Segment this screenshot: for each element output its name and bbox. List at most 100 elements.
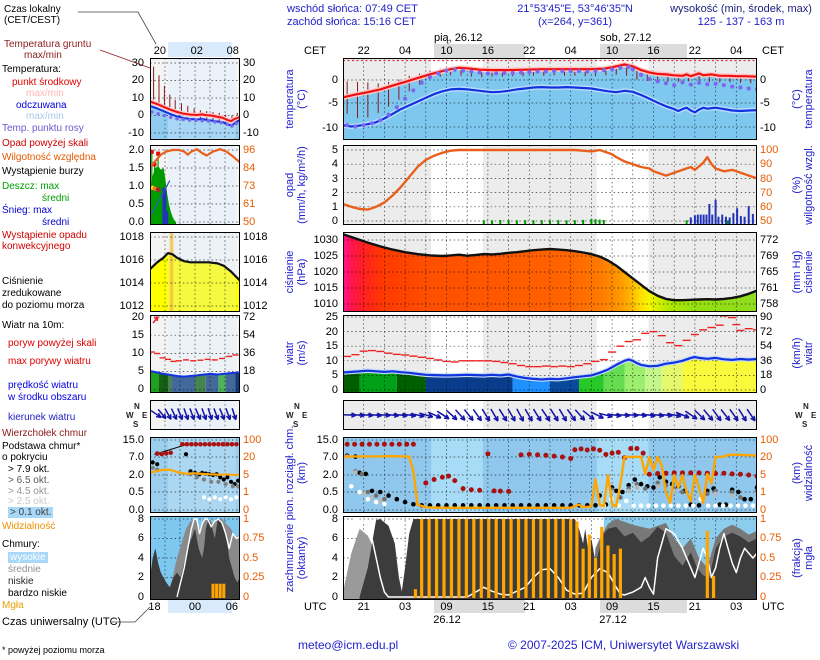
mini-winddir-panel-svg [150,400,240,430]
main-left-tick-8: 0 [331,215,338,227]
legend-item-11: Wilgotność względna [2,152,96,163]
main-right-tick-2: -10 [760,122,776,134]
main-left-tick-10: 1025 [313,250,338,262]
main-left-tick-22: 2.0 [322,469,338,481]
main-right-tick-29: 0 [760,591,767,603]
compass-w-label: W [126,411,134,420]
legend-item-22: Wiatr na 10m: [2,320,65,331]
legend-item-6: max/min [26,88,64,99]
bottom-date-1: 26.12 [433,614,461,626]
mini-right-tick-24: 1 [243,513,250,525]
main-wind-panel-svg [343,315,757,393]
main-precip-panel [343,145,757,225]
main-left-tick-4: 4 [331,158,338,170]
legend-item-12: Wystąpienie burzy [2,166,84,177]
contact-email-link[interactable]: meteo@icm.edu.pl [298,638,399,652]
mini-left-tick-10: 1018 [119,231,144,243]
mini-clouds-panel-svg [150,437,240,513]
legend-item-27: kierunek wiatru [8,412,76,423]
mini-right-tick-19: 100 [243,434,262,446]
main-left-tick-6: 2 [331,187,338,199]
compass-n-label: N [803,402,809,411]
mini-left-tick-22: 0.5 [128,486,144,498]
mini-left-tick-6: 1.5 [128,162,144,174]
mini-pressure-panel-svg [150,232,240,312]
mini-left-tick-8: 0.5 [128,198,144,210]
mini-bottom-tick-0: 18 [148,601,161,613]
mini-right-tick-11: 1016 [243,254,268,266]
cet-tick-2: 10 [440,45,453,57]
compass-s-label: S [802,420,808,429]
mini-okta-panel-svg [150,516,240,600]
top-axis-day2-band [600,44,687,58]
compass-e-label: E [302,411,308,420]
utc-tick-8: 21 [688,601,702,613]
bottom-axis-day1-band [434,600,525,613]
legend-item-5: punkt środkowy [12,77,82,88]
legend-item-19: Ciśnienie [2,276,44,287]
main-pressure-panel-svg [343,232,757,312]
mini-left-tick-15: 15 [131,329,144,341]
mini-top-tick-0: 20 [153,45,167,57]
main-left-tick-23: 0.5 [322,486,338,498]
main-left-tick-27: 4 [331,552,338,564]
legend-item-25: prędkość wiatru [8,380,79,391]
main-left-tick-3: 5 [331,144,338,156]
mini-left-tick-16: 10 [131,347,144,359]
mini-right-tick-6: 84 [243,162,256,174]
date-label-saturday: sob, 27.12 [600,32,652,44]
legend-item-17: Wystąpienie opadu [2,230,87,241]
axis-title-left-3-line: (m/s) [296,340,308,366]
main-clouds-panel [343,437,757,513]
mini-left-tick-7: 1.0 [128,180,144,192]
mini-right-tick-2: 10 [243,92,256,104]
legend-item-31: > 7.9 okt. [8,464,50,475]
mini-left-tick-24: 8 [137,513,144,525]
mini-wind-panel [150,315,240,393]
main-right-tick-15: 72 [760,326,773,338]
main-right-tick-8: 50 [760,215,773,227]
legend-item-8: max/min [26,111,64,122]
legend-item-26: w środku obszaru [8,392,87,403]
mini-left-tick-28: 0 [137,591,144,603]
main-okta-panel-svg [343,516,757,600]
axis-title-left-5: zachmurzenie (oktanty) [283,478,309,638]
main-right-tick-14: 90 [760,311,773,323]
mini-left-tick-26: 4 [137,552,144,564]
cet-tick-0: 22 [357,45,370,57]
mini-left-tick-14: 20 [131,311,144,323]
utc-tick-4: 21 [523,601,536,613]
mini-left-tick-9: 0.0 [128,216,144,228]
legend-item-14: średni [42,193,70,204]
main-left-tick-9: 1030 [313,234,338,246]
main-left-tick-21: 7.0 [322,451,338,463]
legend-item-13: Deszcz: max [2,181,60,192]
cet-tick-7: 16 [647,45,660,57]
mini-left-tick-12: 1014 [119,277,144,289]
mini-left-tick-23: 0.0 [128,504,144,516]
mini-right-tick-12: 1014 [243,277,268,289]
altitude-values: 125 - 137 - 163 m [697,16,785,28]
main-left-tick-17: 10 [325,355,338,367]
utc-label-left: UTC [304,601,327,613]
legend-item-24: max porywy wiatru [8,356,91,367]
mini-top-tick-2: 08 [226,45,239,57]
main-right-tick-28: 0.25 [760,571,782,583]
mini-right-tick-25: 0.75 [243,532,265,544]
main-left-tick-20: 15.0 [316,434,338,446]
mini-right-tick-7: 73 [243,180,256,192]
legend-item-23: poryw powyżej skali [8,338,97,349]
main-clouds-panel-svg [343,437,757,513]
mini-left-tick-21: 2.0 [128,469,144,481]
mini-right-tick-18: 0 [243,383,250,395]
mini-left-tick-17: 5 [137,365,144,377]
legend-item-0: Czas lokalny [4,4,61,15]
main-left-tick-26: 6 [331,532,338,544]
cet-tick-1: 04 [398,45,412,57]
mini-right-tick-16: 36 [243,347,256,359]
legend-item-16: średni [42,217,70,228]
main-right-tick-26: 0.75 [760,532,782,544]
legend-item-2: Temperatura gruntu [4,39,92,50]
legend-item-7: odczuwana [16,100,67,111]
